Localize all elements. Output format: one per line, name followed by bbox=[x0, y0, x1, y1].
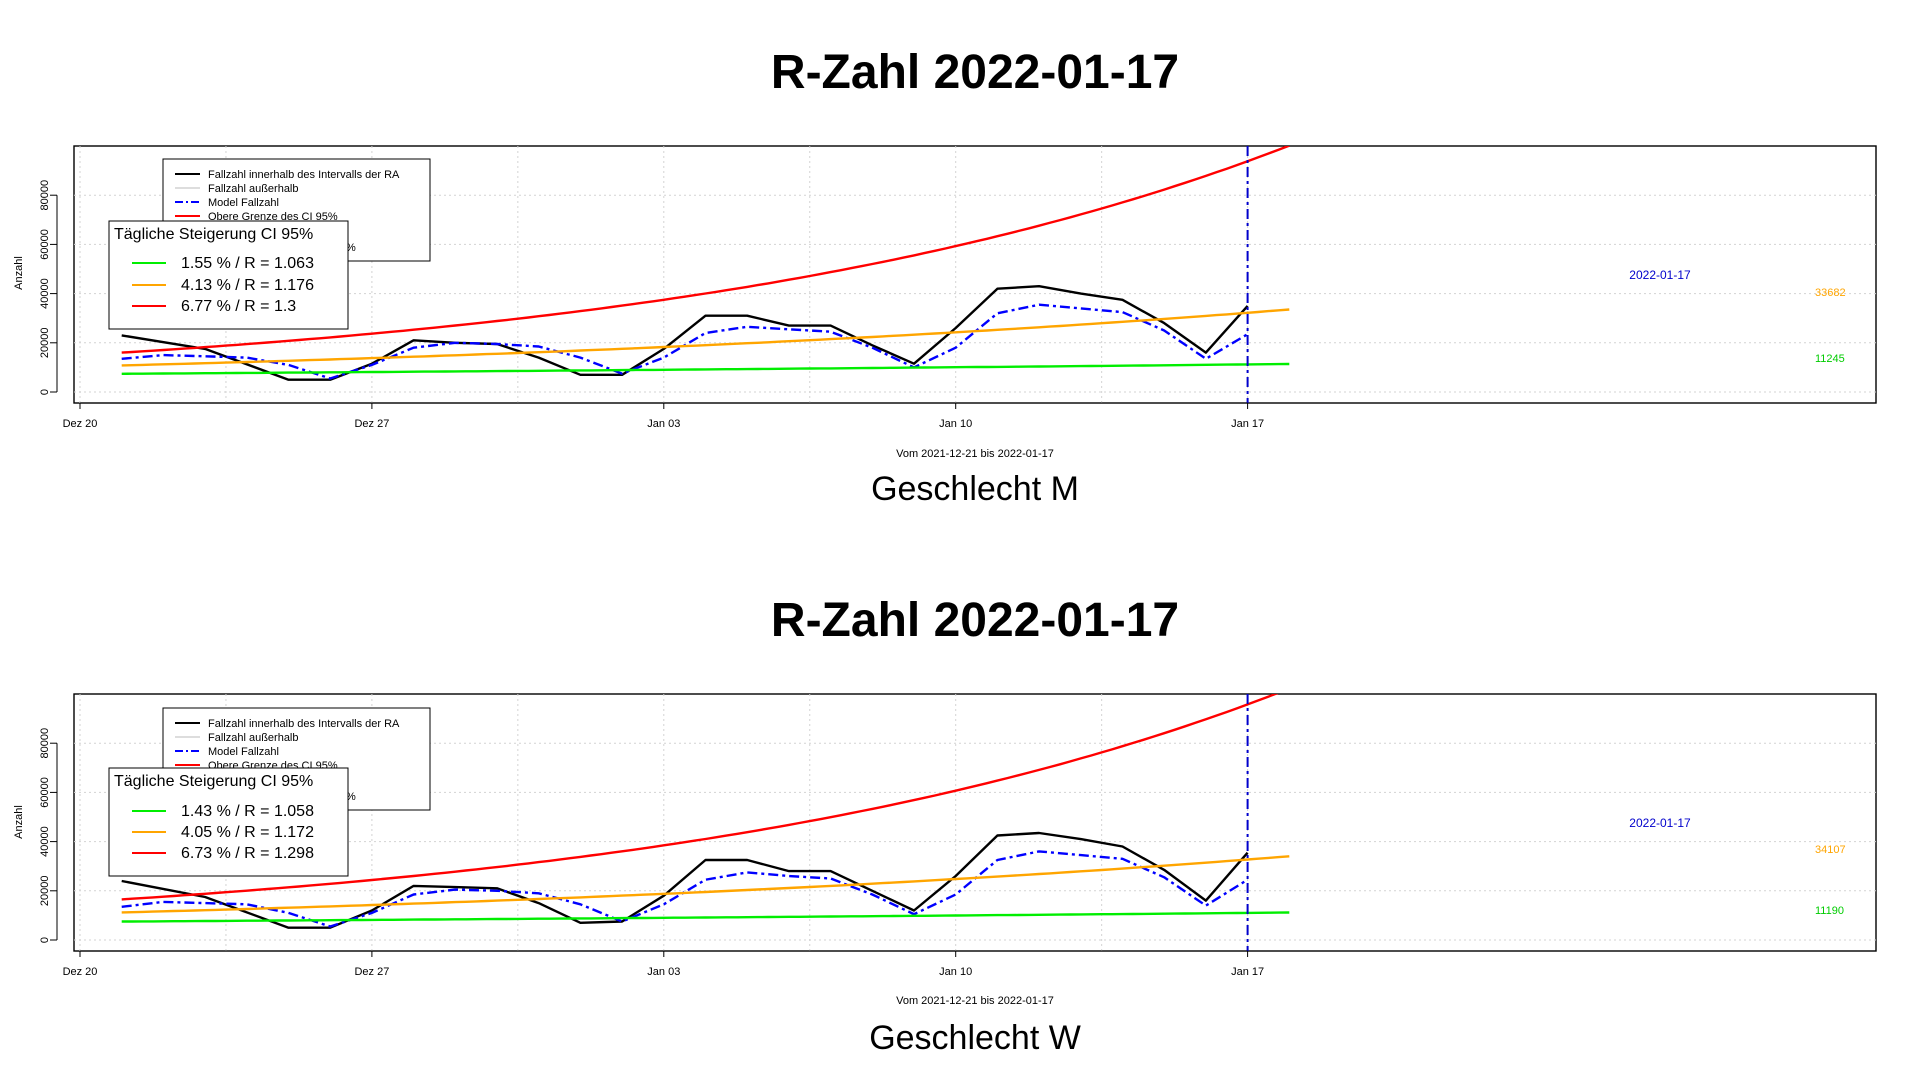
legend-entry-observed: Fallzahl innerhalb des Intervalls der RA bbox=[208, 169, 400, 181]
series-layer bbox=[121, 694, 1290, 951]
legend-hidden-fragment: % bbox=[346, 242, 356, 254]
x-axis-label: Vom 2021-12-21 bis 2022-01-17 bbox=[896, 448, 1054, 460]
y-axis: 0 20000 40000 60000 80000 bbox=[39, 180, 58, 395]
marker-date-label: 2022-01-17 bbox=[1629, 268, 1691, 282]
x-tick-label: Dez 27 bbox=[354, 966, 389, 978]
legend-entry-model: Model Fallzahl bbox=[208, 197, 279, 209]
ci-legend: Tägliche Steigerung CI 95% 1.43 % / R = … bbox=[108, 767, 349, 877]
series-line-mid bbox=[121, 308, 1290, 367]
ci-row-upper: 6.77 % / R = 1.3 bbox=[181, 298, 296, 315]
x-tick-label: Dez 27 bbox=[354, 418, 389, 430]
series-line-upper bbox=[121, 694, 1279, 901]
y-tick-label: 80000 bbox=[39, 728, 51, 759]
series-line-upper bbox=[121, 146, 1290, 354]
series-line-observed bbox=[121, 831, 1249, 929]
y-tick-label: 0 bbox=[39, 389, 51, 395]
ci-row-mid: 4.13 % / R = 1.176 bbox=[181, 277, 314, 294]
legend-entry-model: Model Fallzahl bbox=[208, 746, 279, 758]
legend-entry-upper: Obere Grenze des CI 95% bbox=[208, 211, 338, 223]
legend-hidden-fragment: % bbox=[346, 791, 356, 803]
chart-subtitle: Geschlecht M bbox=[871, 470, 1079, 508]
ci-row-upper: 6.73 % / R = 1.298 bbox=[181, 845, 314, 862]
end-label-lower: 11190 bbox=[1815, 905, 1844, 917]
x-tick-label: Jan 03 bbox=[647, 966, 680, 978]
x-tick-label: Dez 20 bbox=[63, 418, 98, 430]
y-axis: 0 20000 40000 60000 80000 bbox=[39, 728, 58, 943]
ci-legend-box bbox=[108, 220, 349, 330]
y-axis-label: Anzahl bbox=[13, 805, 25, 839]
ci-legend-title: Tägliche Steigerung CI 95% bbox=[114, 773, 313, 790]
legend-entry-observed: Fallzahl innerhalb des Intervalls der RA bbox=[208, 718, 400, 730]
y-tick-label: 60000 bbox=[39, 777, 51, 808]
ci-row-lower: 1.55 % / R = 1.063 bbox=[181, 255, 314, 272]
y-tick-label: 40000 bbox=[39, 278, 51, 309]
x-axis: Dez 20 Dez 27 Jan 03 Jan 10 Jan 17 bbox=[63, 402, 1264, 430]
y-tick-label: 20000 bbox=[39, 876, 51, 907]
series-line-mid bbox=[121, 855, 1290, 914]
series-line-observed bbox=[121, 285, 1249, 381]
marker-date-label: 2022-01-17 bbox=[1629, 816, 1691, 830]
x-tick-label: Jan 03 bbox=[647, 418, 680, 430]
series-clip bbox=[121, 146, 1290, 403]
series-clip bbox=[121, 694, 1290, 951]
x-tick-label: Dez 20 bbox=[63, 966, 98, 978]
legend-entry-outside: Fallzahl außerhalb bbox=[208, 183, 299, 195]
x-tick-label: Jan 17 bbox=[1231, 418, 1264, 430]
chart-panel-w: R-Zahl 2022-01-17 020000400006000080000 … bbox=[13, 594, 1877, 1057]
ci-legend: Tägliche Steigerung CI 95% 1.55 % / R = … bbox=[108, 220, 349, 330]
series-line-lower bbox=[121, 362, 1290, 375]
y-tick-label: 80000 bbox=[39, 180, 51, 211]
end-label-mid: 33682 bbox=[1815, 287, 1846, 299]
chart-panel-m: R-Zahl 2022-01-17 020000400006000080000 … bbox=[13, 46, 1877, 508]
series-line-lower bbox=[121, 911, 1290, 923]
chart-subtitle: Geschlecht W bbox=[869, 1019, 1081, 1057]
end-label-lower: 11245 bbox=[1815, 353, 1845, 365]
chart-title: R-Zahl 2022-01-17 bbox=[771, 594, 1179, 647]
ci-legend-box bbox=[108, 767, 349, 877]
x-axis: Dez 20 Dez 27 Jan 03 Jan 10 Jan 17 bbox=[63, 950, 1264, 978]
x-axis-label: Vom 2021-12-21 bis 2022-01-17 bbox=[896, 995, 1054, 1007]
y-tick-label: 40000 bbox=[39, 826, 51, 857]
ci-row-lower: 1.43 % / R = 1.058 bbox=[181, 803, 314, 820]
y-tick-label: 0 bbox=[39, 937, 51, 943]
ci-row-mid: 4.05 % / R = 1.172 bbox=[181, 824, 314, 841]
x-tick-label: Jan 10 bbox=[939, 966, 972, 978]
series-layer bbox=[121, 146, 1290, 403]
x-tick-label: Jan 10 bbox=[939, 418, 972, 430]
chart-title: R-Zahl 2022-01-17 bbox=[771, 46, 1179, 99]
x-tick-label: Jan 17 bbox=[1231, 966, 1264, 978]
y-axis-label: Anzahl bbox=[13, 256, 25, 290]
y-tick-label: 20000 bbox=[39, 328, 51, 359]
ci-legend-title: Tägliche Steigerung CI 95% bbox=[114, 226, 313, 243]
legend-entry-outside: Fallzahl außerhalb bbox=[208, 732, 299, 744]
end-label-mid: 34107 bbox=[1815, 844, 1846, 856]
y-tick-label: 60000 bbox=[39, 229, 51, 260]
